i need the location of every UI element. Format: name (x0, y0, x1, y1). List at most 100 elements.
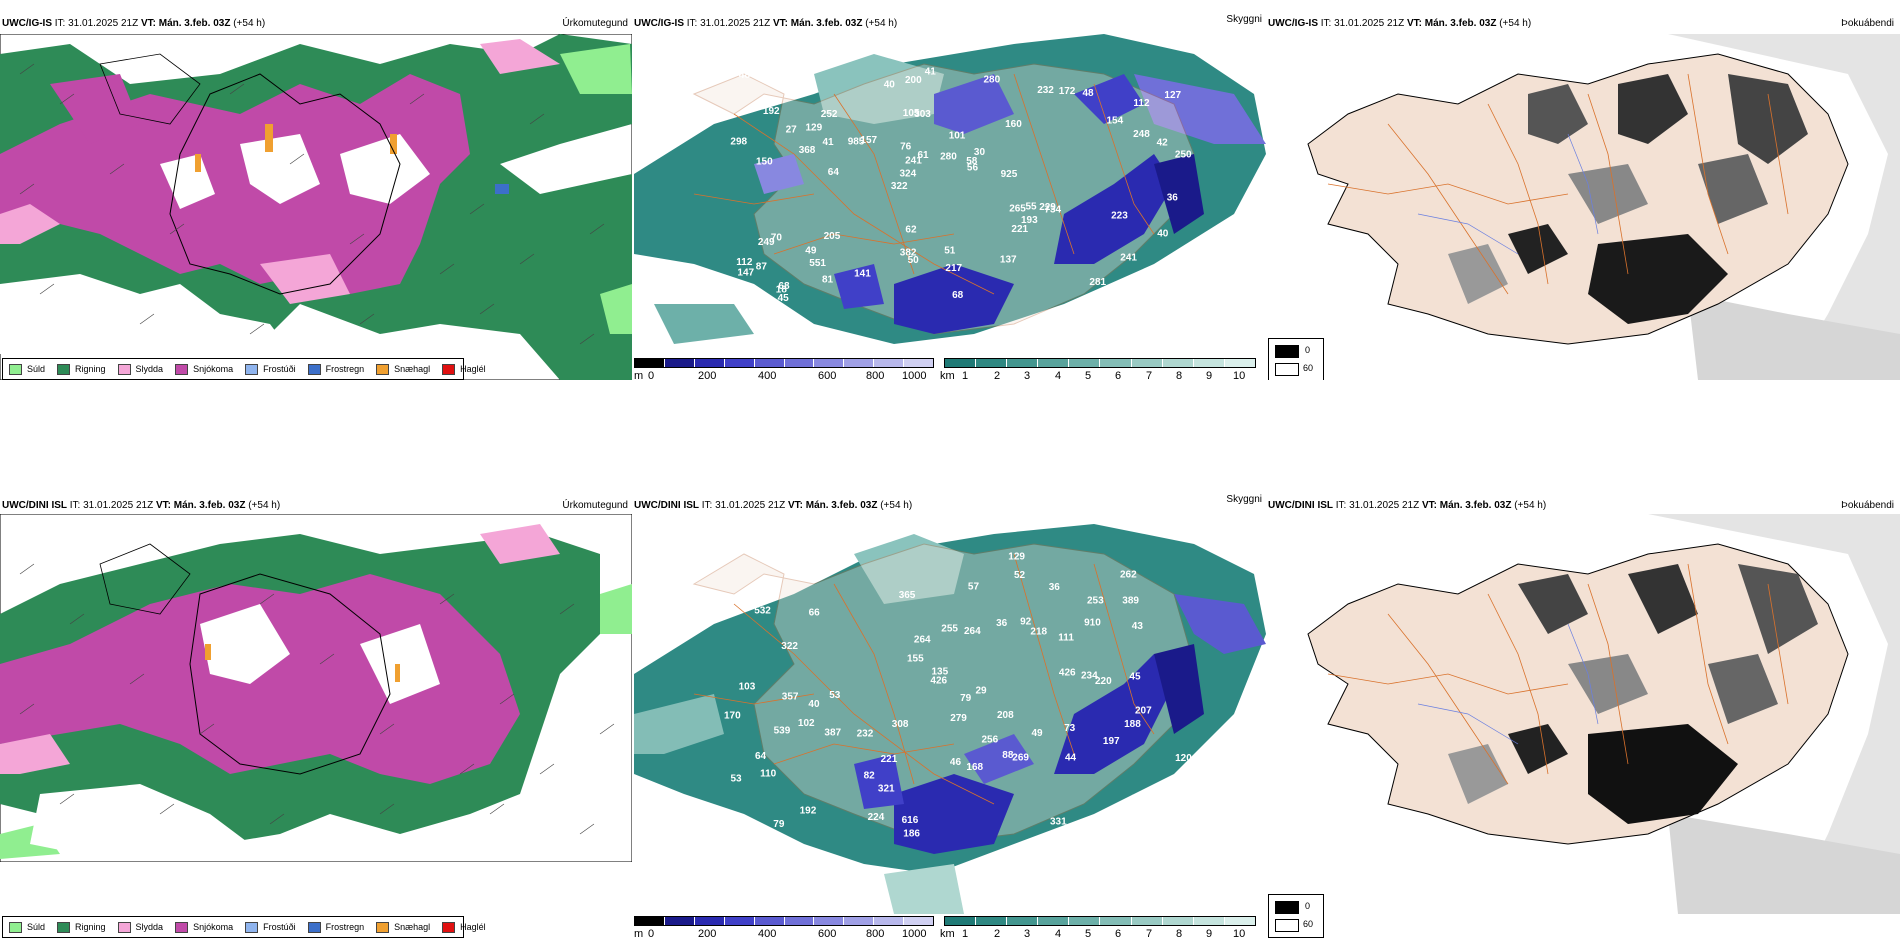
cloud-base-label: 101 (949, 131, 966, 142)
elev-tick: 1000 (902, 370, 927, 380)
precip-type-map-row1 (0, 34, 632, 380)
fog-legend-value: 0 (1305, 345, 1311, 355)
cloud-base-label: 170 (724, 710, 741, 721)
cloud-base-label: 53 (829, 690, 841, 701)
vis-tick: 1 (962, 370, 969, 380)
cloud-base-label: 186 (903, 828, 920, 839)
row1: UWC/IG-IS IT: 31.01.2025 21Z VT: Mán. 3.… (0, 14, 1900, 380)
cloud-base-label: 229 (1039, 202, 1056, 213)
vis-tick: 10 (1233, 370, 1246, 380)
vis-tick: 7 (1146, 928, 1153, 940)
precip-legend-row1: Súld Rigning Slydda Snjókoma Frostúði Fr… (2, 358, 486, 380)
elev-tick: 0 (648, 370, 655, 380)
cloud-base-label: 150 (756, 157, 773, 168)
cloud-labels-row1: 5861501123221606810510170157147551303307… (730, 67, 1192, 305)
cloud-base-label: 105 (903, 108, 920, 119)
cloud-labels-row2: 145 102 88 532 614 322 192 232 111 255 218 268 321 36… (724, 551, 1192, 864)
cloud-base-label: 68 (778, 281, 790, 292)
cloud-base-label: 200 (905, 75, 922, 86)
elev-tick: 1000 (902, 928, 927, 940)
cloud-base-label: 129 (806, 123, 823, 134)
legend-item-sudd: Súld (9, 363, 45, 375)
cloud-base-label: 88 (1002, 750, 1014, 761)
cloud-base-label: 389 (1122, 595, 1139, 606)
cloud-base-label: 586 (1126, 278, 1143, 289)
cloud-base-label: 81 (822, 275, 834, 286)
cloud-base-label: 280 (940, 152, 957, 163)
cloud-base-label: 50 (908, 255, 920, 266)
vis-tick: 4 (1055, 370, 1062, 380)
cloud-base-label: 62 (905, 224, 917, 235)
cloud-base-label: 70 (771, 232, 783, 243)
cloud-base-label: 92 (1020, 617, 1032, 628)
vis-tick: 6 (1115, 928, 1122, 940)
elevation-colorbar-row2: m 0 200 400 600 800 1000 (634, 916, 934, 940)
cloud-base-label: 48 (739, 70, 751, 81)
cloud-base-label: 382 (900, 247, 917, 258)
precip-legend-row2: Súld Rigning Slydda Snjókoma Frostúði Fr… (2, 916, 486, 938)
cloud-base-label: 426 (930, 675, 947, 686)
cloud-base-label: 18 (776, 285, 788, 296)
cloud-base-label: 250 (1175, 149, 1192, 160)
legend-item-frostudi: Frostúði (245, 921, 296, 933)
cloud-base-label: 265 (1009, 203, 1026, 214)
cloud-visibility-map-row2: 145 102 88 532 614 322 192 232 111 255 218 268 321 36… (634, 514, 1266, 914)
cloud-base-label: 220 (1095, 676, 1112, 687)
header-vis-row2: UWC/DINI ISL IT: 31.01.2025 21Z VT: Mán.… (634, 500, 913, 511)
header-fog-row1: UWC/IG-IS IT: 31.01.2025 21Z VT: Mán. 3.… (1268, 18, 1532, 29)
legend-item-frostudi: Frostúði (245, 363, 296, 375)
cloud-base-label: 57 (968, 582, 980, 593)
cloud-base-label: 368 (799, 145, 816, 156)
vis-tick: 8 (1176, 928, 1183, 940)
cloud-base-label: 224 (868, 812, 885, 823)
cloud-base-label: 217 (945, 263, 962, 274)
header-vis-row1: UWC/IG-IS IT: 31.01.2025 21Z VT: Mán. 3.… (634, 18, 898, 29)
title-fog-row2: Þokuábendi (1841, 500, 1894, 511)
vis-tick: 1 (962, 928, 969, 940)
vis-tick: 5 (1085, 928, 1092, 940)
header-precip-row1: UWC/IG-IS IT: 31.01.2025 21Z VT: Mán. 3.… (2, 18, 266, 29)
elev-tick: 200 (698, 370, 717, 380)
cloud-base-label: 268 (1080, 828, 1097, 839)
cloud-base-label: 357 (782, 692, 799, 703)
cloud-base-label: 255 (941, 624, 958, 635)
legend-item-frostregn: Frostregn (307, 921, 364, 933)
legend-item-snjokoma: Snjókoma (175, 921, 233, 933)
cloud-base-label: 223 (1111, 210, 1128, 221)
cloud-base-label: 205 (824, 231, 841, 242)
legend-item-snjokoma: Snjókoma (175, 363, 233, 375)
header-fog-row2: UWC/DINI ISL IT: 31.01.2025 21Z VT: Mán.… (1268, 500, 1547, 511)
cloud-base-label: 147 (737, 268, 754, 279)
cloud-base-label: 42 (1157, 137, 1169, 148)
fog-legend-row2: 0 60 (1268, 894, 1324, 938)
cloud-base-label: 387 (824, 727, 841, 738)
cloud-base-label: 532 (754, 605, 771, 616)
cloud-base-label: 616 (902, 815, 919, 826)
cloud-base-label: 137 (1000, 255, 1017, 266)
title-precip-row2: Úrkomutegund (562, 500, 628, 511)
cloud-base-label: 232 (857, 729, 874, 740)
cloud-base-label: 79 (960, 693, 972, 704)
cloud-base-label: 127 (1164, 90, 1181, 101)
vis-tick: 4 (1055, 928, 1062, 940)
cloud-base-label: 281 (1089, 277, 1106, 288)
elev-tick: 200 (698, 928, 717, 940)
cloud-base-label: 103 (739, 681, 756, 692)
cloud-base-label: 157 (860, 135, 877, 146)
cloud-base-label: 249 (758, 237, 775, 248)
cloud-base-label: 280 (984, 74, 1001, 85)
vis-tick: 10 (1233, 928, 1246, 940)
cloud-base-label: 111 (1058, 632, 1074, 643)
cloud-base-label: 48 (1083, 88, 1095, 99)
vis-tick: 2 (994, 370, 1001, 380)
cloud-base-label: 45 (778, 293, 790, 304)
cloud-base-label: 141 (854, 269, 871, 280)
cloud-base-label: 82 (864, 771, 876, 782)
cloud-base-label: 262 (1120, 569, 1137, 580)
cloud-base-label: 49 (1032, 728, 1044, 739)
title-vis-row2: Skyggni (1226, 494, 1262, 505)
cloud-base-label: 154 (1107, 115, 1124, 126)
cloud-base-label: 36 (1049, 582, 1061, 593)
cloud-base-label: 197 (1103, 736, 1120, 747)
fog-index-map-row1 (1268, 34, 1900, 380)
